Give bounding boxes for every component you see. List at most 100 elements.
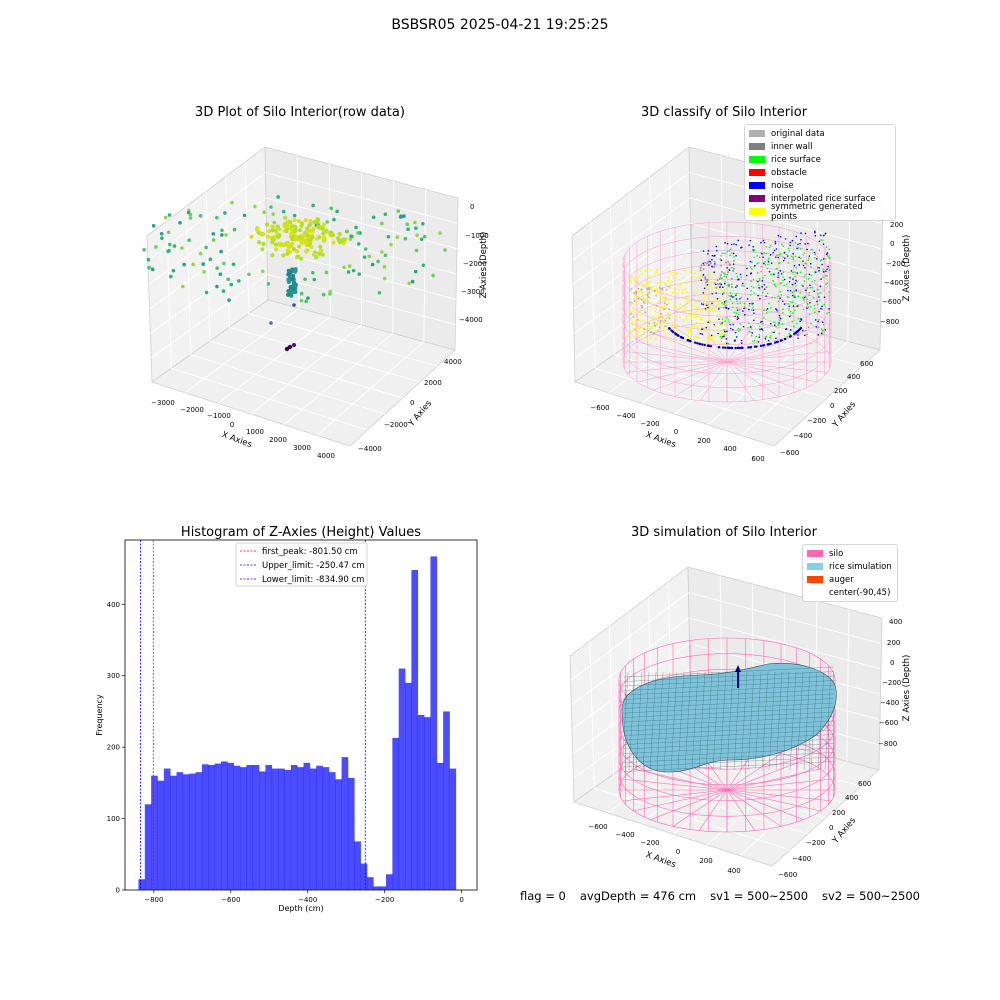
classify-point-noise <box>761 286 763 288</box>
classify-point-symmetric <box>667 297 669 300</box>
classify-point-symmetric <box>664 331 667 334</box>
classify-point-symmetric <box>661 305 664 308</box>
classify-point-symmetric <box>676 331 678 333</box>
histogram-bar <box>379 886 387 890</box>
classify-point-original <box>641 306 643 309</box>
raw-point <box>265 234 271 239</box>
simulation-rice-surface <box>621 662 837 773</box>
classify-point-rice <box>728 250 731 252</box>
histogram-bar <box>341 757 349 890</box>
classify-y-ticks: −600 −400 −200 0 200 400 600 <box>780 360 873 457</box>
classify-point-rice <box>765 338 767 341</box>
raw-point <box>318 244 323 249</box>
classify-point-noise <box>734 315 737 318</box>
classify-point-rice <box>753 339 756 342</box>
classify-point-noise <box>804 243 806 245</box>
rice-mesh-line <box>623 720 835 732</box>
classify-point-noise <box>828 308 830 310</box>
classify-point-symmetric <box>660 306 662 309</box>
classify-point-symmetric <box>697 315 700 318</box>
classify-point-noise <box>721 286 724 288</box>
classify-point-symmetric <box>704 321 707 324</box>
classify-point-inner-wall <box>728 263 731 266</box>
classify-point-noise <box>679 335 683 339</box>
classify-point-symmetric <box>694 336 697 339</box>
legend-item: center(-90,45) <box>807 586 893 599</box>
raw-point <box>331 240 336 245</box>
classify-point-symmetric <box>638 335 641 338</box>
raw-point <box>204 245 208 250</box>
raw-point <box>396 209 401 213</box>
classify-point-inner-wall <box>717 282 720 285</box>
histogram-bar <box>201 764 209 890</box>
raw-point <box>310 228 315 234</box>
raw-plot-x-ticks: −3000 −2000 −1000 0 1000 2000 3000 4000 <box>151 399 335 460</box>
raw-point <box>265 222 270 227</box>
classify-point-original <box>660 312 663 315</box>
classify-point-rice <box>764 274 766 277</box>
classify-point-symmetric <box>696 290 699 293</box>
classify-point-symmetric <box>704 290 707 293</box>
classify-point-symmetric <box>666 338 669 340</box>
classify-point-noise <box>777 272 780 274</box>
classify-point-rice <box>791 320 794 323</box>
classify-point-inner-wall <box>727 260 730 263</box>
classify-point-symmetric <box>680 305 683 308</box>
histogram-bar <box>271 768 279 890</box>
classify-point-rice <box>794 255 797 258</box>
classify-point-noise <box>785 328 788 330</box>
raw-point <box>271 212 275 216</box>
classify-point-symmetric <box>629 330 632 333</box>
raw-point <box>349 234 353 238</box>
raw-point <box>273 247 279 252</box>
histogram-bar <box>386 874 393 890</box>
rice-mesh-line <box>817 671 825 771</box>
classify-point-rice <box>750 280 752 282</box>
simulation-silo-spoke <box>633 768 728 791</box>
classify-point-noise <box>737 239 739 242</box>
histogram-bar <box>163 768 171 890</box>
panel-raw-scatter: 3D Plot of Silo Interior(row data) −3000… <box>142 105 489 460</box>
classify-point-noise <box>701 333 704 335</box>
classify-point-symmetric <box>677 292 679 295</box>
classify-point-noise <box>820 307 822 310</box>
classify-z-tick: 200 <box>890 221 903 229</box>
classify-point-noise <box>822 243 825 245</box>
classify-point-symmetric <box>650 269 652 272</box>
simulation-y-tick: 200 <box>832 809 845 817</box>
classify-point-rice <box>792 256 794 259</box>
legend-swatch <box>807 589 823 596</box>
classify-x-tick: 400 <box>723 445 736 453</box>
raw-point <box>292 280 297 285</box>
classify-point-inner-wall <box>702 268 705 271</box>
status-sv1: sv1 = 500~2500 <box>710 889 809 903</box>
classify-point-rice <box>782 279 784 282</box>
classify-point-rice <box>793 290 796 292</box>
classify-point-noise <box>705 304 708 307</box>
classify-point-noise <box>735 298 738 300</box>
classify-point-noise <box>802 330 804 332</box>
classify-point-noise <box>791 294 794 297</box>
classify-point-rice <box>747 322 750 325</box>
legend-swatch <box>749 130 765 137</box>
classify-point-noise <box>752 302 754 305</box>
classify-point-original <box>637 287 640 290</box>
classify-point-noise <box>794 296 796 298</box>
classify-point-noise <box>723 282 726 285</box>
classify-point-symmetric <box>662 291 665 294</box>
classify-point-symmetric <box>684 334 687 337</box>
classify-point-noise <box>783 257 786 260</box>
classify-point-original <box>629 313 632 315</box>
classify-silo-spoke <box>726 351 828 363</box>
classify-point-noise <box>734 346 737 350</box>
classify-point-symmetric <box>648 325 651 328</box>
raw-x-tick: 3000 <box>293 444 311 452</box>
classify-point-symmetric <box>654 287 656 290</box>
classify-point-original <box>632 316 635 318</box>
raw-point <box>284 228 289 234</box>
classify-point-symmetric <box>691 272 694 275</box>
classify-point-noise <box>701 303 703 305</box>
simulation-silo-spoke <box>726 768 821 791</box>
classify-point-rice <box>752 278 755 281</box>
raw-point <box>380 250 384 254</box>
